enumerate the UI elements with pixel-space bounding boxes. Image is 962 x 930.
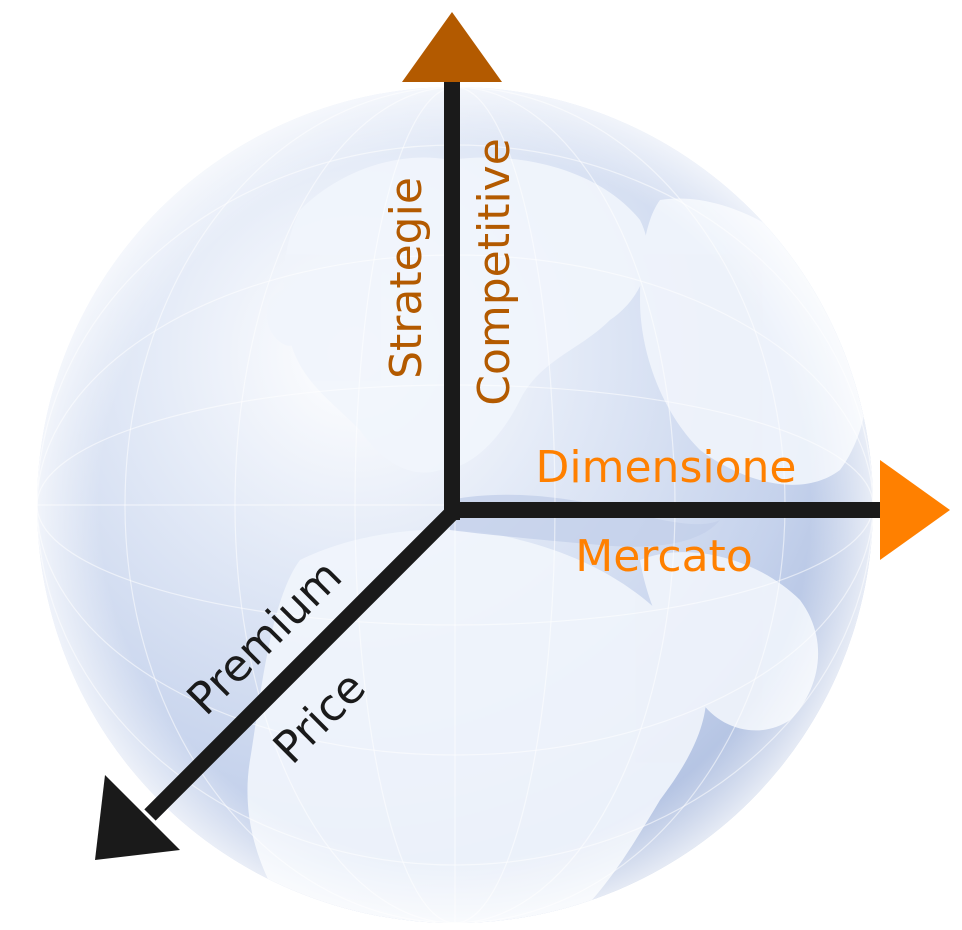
vertical-label-strategie: Strategie	[381, 177, 432, 379]
horizontal-axis-arrow-icon	[880, 460, 950, 560]
axes	[95, 12, 950, 860]
vertical-axis-arrow-icon	[402, 12, 502, 82]
diagonal-axis-line	[144, 504, 461, 821]
horizontal-label-dimensione: Dimensione	[536, 442, 797, 493]
diagonal-axis-arrow-icon	[95, 775, 180, 860]
horizontal-label-mercato: Mercato	[575, 531, 752, 582]
vertical-label-competitive: Competitive	[469, 138, 520, 406]
